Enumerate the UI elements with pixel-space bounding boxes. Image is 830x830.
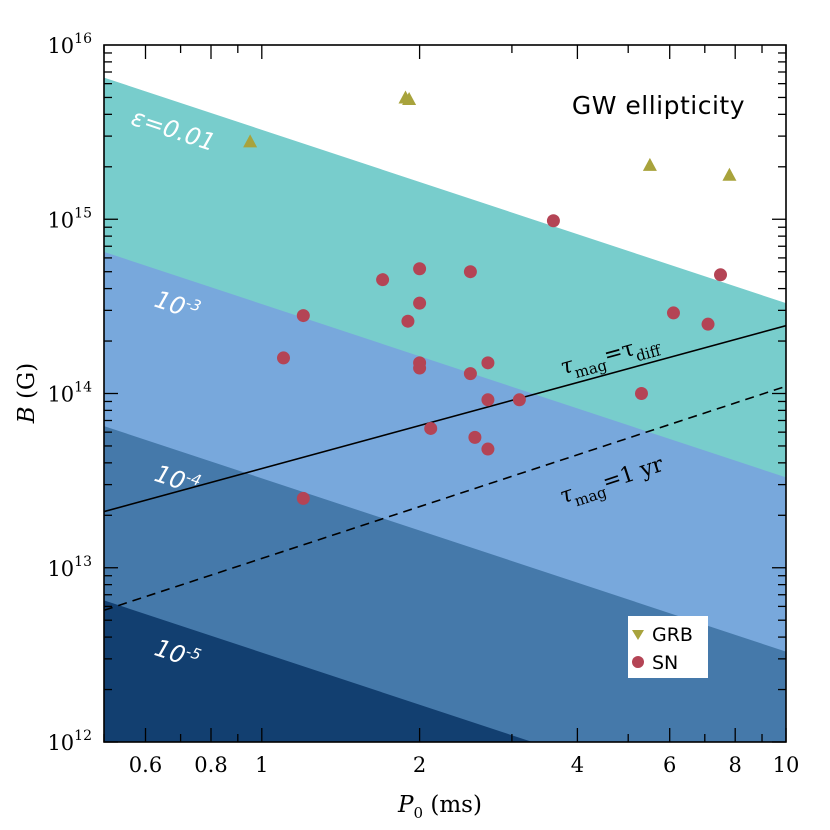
sn-point-0 — [546, 214, 560, 228]
sn-point-10 — [463, 367, 477, 381]
band-label-exp-1: -3 — [184, 294, 204, 316]
x-tick-labels: 0.6 0.8 1 2 4 6 8 10 — [129, 753, 800, 777]
y-tick-label-exp-3: 15 — [74, 205, 92, 221]
legend-grb-label: GRB — [652, 624, 693, 646]
grb-point-0 — [243, 134, 258, 148]
legend-box — [628, 616, 708, 678]
y-tick-label-exp-0: 12 — [74, 728, 92, 744]
x-tick-label-4: 4 — [571, 753, 584, 777]
x-tick-label-2: 1 — [255, 753, 268, 777]
sn-point-21 — [714, 268, 728, 282]
x-tick-label-1: 0.8 — [194, 753, 227, 777]
grb-point-2 — [402, 91, 417, 105]
y-tick-label-exp-2: 14 — [74, 380, 92, 396]
timescale-lines — [104, 324, 786, 612]
legend-sn-label: SN — [652, 652, 678, 674]
x-tick-label-7: 10 — [773, 753, 800, 777]
y-axis-title: B (G) — [14, 363, 40, 425]
sn-point-15 — [468, 430, 482, 444]
legend: GRB SN — [628, 616, 708, 678]
x-tick-label-0: 0.6 — [129, 753, 162, 777]
x-axis-title: P0 (ms) — [397, 792, 482, 822]
legend-sn-marker — [632, 656, 644, 668]
legend-grb-marker — [632, 630, 644, 640]
sn-point-12 — [481, 393, 495, 407]
sn-point-11 — [481, 356, 495, 370]
sn-point-16 — [481, 442, 495, 456]
y-tick-label-base-2: 10 — [47, 383, 74, 407]
line-tau-mag-eq-tau-diff — [104, 324, 786, 513]
band-label-exp-2: -4 — [184, 468, 204, 490]
y-tick-label-base-3: 10 — [47, 208, 74, 232]
sn-point-17 — [296, 491, 310, 505]
x-tick-label-6: 8 — [729, 753, 742, 777]
y-tick-label-1: 1013 — [47, 554, 92, 581]
sn-point-19 — [666, 306, 680, 320]
axis-ticks — [103, 45, 787, 743]
y-tick-label-3: 1015 — [47, 205, 92, 232]
data-points — [243, 90, 737, 505]
x-tick-label-3: 2 — [413, 753, 426, 777]
sn-point-9 — [413, 361, 427, 375]
sn-point-2 — [413, 262, 427, 276]
sn-point-5 — [413, 296, 427, 310]
y-tick-label-base-4: 10 — [47, 34, 74, 58]
grb-point-4 — [722, 167, 737, 181]
y-tick-label-exp-4: 16 — [74, 31, 92, 47]
sn-point-1 — [376, 273, 390, 287]
sn-point-7 — [276, 351, 290, 365]
y-tick-label-2: 1014 — [47, 380, 92, 407]
band-label-exp-3: -5 — [184, 642, 204, 664]
x-tick-label-5: 6 — [663, 753, 676, 777]
sn-point-13 — [512, 393, 526, 407]
y-tick-label-base-0: 10 — [47, 731, 74, 755]
band-3 — [104, 600, 533, 742]
sn-point-20 — [701, 317, 715, 331]
sn-point-6 — [401, 314, 415, 328]
sn-point-4 — [296, 309, 310, 323]
y-tick-label-base-1: 10 — [47, 557, 74, 581]
y-tick-label-0: 1012 — [47, 728, 92, 755]
y-tick-label-4: 1016 — [47, 31, 92, 58]
sn-point-3 — [463, 265, 477, 279]
sn-point-14 — [424, 421, 438, 435]
y-tick-label-exp-1: 13 — [74, 554, 92, 570]
sn-point-18 — [634, 387, 648, 400]
grb-point-3 — [642, 157, 657, 171]
chart-title: GW ellipticity — [572, 91, 745, 120]
ellipticity-bands — [104, 77, 786, 742]
